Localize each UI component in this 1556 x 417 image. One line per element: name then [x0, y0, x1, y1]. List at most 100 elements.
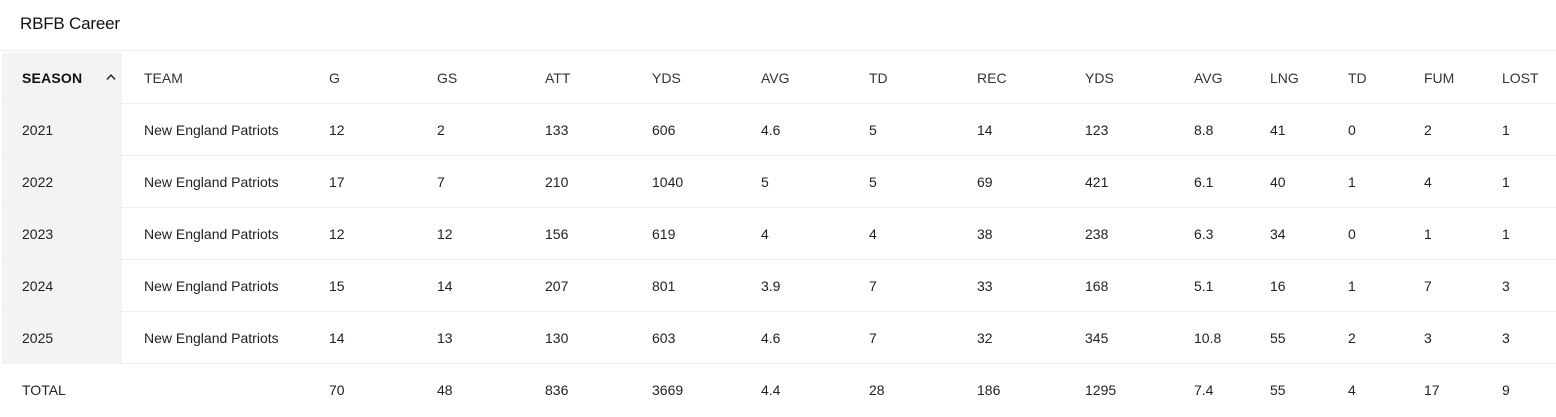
rush-touchdowns-cell: 7: [869, 277, 877, 294]
header-receiving-yards[interactable]: YDS: [1085, 70, 1114, 86]
longest-cell: 16: [1270, 277, 1286, 294]
games-started-cell: 7: [437, 173, 445, 190]
rush-attempts-cell: 210: [545, 173, 569, 190]
rush-average-cell: 4: [761, 225, 769, 242]
team-cell: New England Patriots: [144, 225, 279, 242]
longest-cell: 40: [1270, 173, 1286, 190]
rush-average-cell: 3.9: [761, 277, 781, 294]
fumbles-cell: 4: [1424, 173, 1432, 190]
rush-yards-cell: 1040: [652, 173, 684, 190]
header-season[interactable]: SEASON: [2, 53, 122, 103]
receptions-cell: 38: [977, 225, 993, 242]
receiving-touchdowns-cell: 1: [1348, 277, 1356, 294]
header-receiving-average[interactable]: AVG: [1194, 70, 1223, 86]
season-cell: 2022: [2, 156, 122, 207]
games-cell: 12: [329, 121, 345, 138]
rush-touchdowns-cell: 7: [869, 329, 877, 346]
header-fumbles-lost[interactable]: LOST: [1502, 70, 1539, 86]
receiving-average-cell: 5.1: [1194, 277, 1214, 294]
header-games-started[interactable]: GS: [437, 70, 458, 86]
receiving-touchdowns-cell: 0: [1348, 121, 1356, 138]
team-cell: New England Patriots: [144, 121, 279, 138]
receiving-touchdowns-cell: 1: [1348, 173, 1356, 190]
header-receptions[interactable]: REC: [977, 70, 1007, 86]
games-started-cell: 13: [437, 329, 453, 346]
total-rush-average-cell: 4.4: [761, 381, 781, 398]
season-cell: 2024: [2, 260, 122, 311]
rush-attempts-cell: 130: [545, 329, 569, 346]
receiving-yards-cell: 168: [1085, 277, 1109, 294]
longest-cell: 55: [1270, 329, 1286, 346]
rush-attempts-cell: 156: [545, 225, 569, 242]
receptions-cell: 32: [977, 329, 993, 346]
receptions-cell: 69: [977, 173, 993, 190]
games-cell: 12: [329, 225, 345, 242]
rush-average-cell: 4.6: [761, 121, 781, 138]
fumbles-lost-cell: 1: [1502, 225, 1510, 242]
total-rush-attempts-cell: 836: [545, 381, 569, 398]
header-fumbles[interactable]: FUM: [1424, 70, 1455, 86]
team-cell: New England Patriots: [144, 277, 279, 294]
receiving-average-cell: 6.1: [1194, 173, 1214, 190]
total-longest-cell: 55: [1270, 381, 1286, 398]
header-rush-average[interactable]: AVG: [761, 70, 790, 86]
receptions-cell: 14: [977, 121, 993, 138]
longest-cell: 41: [1270, 121, 1286, 138]
season-cell: 2021: [2, 104, 122, 155]
header-rush-touchdowns[interactable]: TD: [869, 70, 888, 86]
rush-average-cell: 4.6: [761, 329, 781, 346]
games-started-cell: 12: [437, 225, 453, 242]
games-started-cell: 2: [437, 121, 445, 138]
header-rush-yards[interactable]: YDS: [652, 70, 681, 86]
header-rush-attempts[interactable]: ATT: [545, 70, 571, 86]
receiving-yards-cell: 238: [1085, 225, 1109, 242]
fumbles-lost-cell: 1: [1502, 173, 1510, 190]
total-rush-touchdowns-cell: 28: [869, 381, 885, 398]
rush-yards-cell: 603: [652, 329, 676, 346]
column-divider: [122, 53, 124, 415]
header-games[interactable]: G: [329, 70, 340, 86]
header-team[interactable]: TEAM: [144, 70, 183, 86]
fumbles-lost-cell: 3: [1502, 277, 1510, 294]
career-stats-table: SEASON TEAM G GS ATT YDS AVG TD REC YDS …: [2, 53, 1556, 415]
total-rush-yards-cell: 3669: [652, 381, 684, 398]
receiving-yards-cell: 123: [1085, 121, 1109, 138]
rush-yards-cell: 606: [652, 121, 676, 138]
total-receiving-yards-cell: 1295: [1085, 381, 1117, 398]
rush-attempts-cell: 133: [545, 121, 569, 138]
fumbles-cell: 2: [1424, 121, 1432, 138]
games-cell: 14: [329, 329, 345, 346]
rush-attempts-cell: 207: [545, 277, 569, 294]
total-row: TOTAL 70 48 836 3669 4.4 28 186 1295 7.4…: [2, 363, 1556, 415]
team-cell: New England Patriots: [144, 173, 279, 190]
fumbles-cell: 1: [1424, 225, 1432, 242]
receiving-touchdowns-cell: 2: [1348, 329, 1356, 346]
header-longest[interactable]: LNG: [1270, 70, 1299, 86]
table-row: 2025 New England Patriots 14 13 130 603 …: [2, 311, 1556, 363]
receiving-average-cell: 10.8: [1194, 329, 1222, 346]
receptions-cell: 33: [977, 277, 993, 294]
season-cell: 2025: [2, 312, 122, 363]
receiving-yards-cell: 421: [1085, 173, 1109, 190]
total-fumbles-lost-cell: 9: [1502, 381, 1510, 398]
header-receiving-touchdowns[interactable]: TD: [1348, 70, 1367, 86]
fumbles-lost-cell: 1: [1502, 121, 1510, 138]
fumbles-cell: 3: [1424, 329, 1432, 346]
rush-yards-cell: 619: [652, 225, 676, 242]
rush-touchdowns-cell: 5: [869, 121, 877, 138]
rush-touchdowns-cell: 4: [869, 225, 877, 242]
fumbles-lost-cell: 3: [1502, 329, 1510, 346]
games-cell: 17: [329, 173, 345, 190]
title-divider: [0, 50, 1556, 51]
receiving-average-cell: 8.8: [1194, 121, 1214, 138]
total-games-cell: 70: [329, 381, 345, 398]
table-row: 2023 New England Patriots 12 12 156 619 …: [2, 207, 1556, 259]
rush-average-cell: 5: [761, 173, 769, 190]
receiving-touchdowns-cell: 0: [1348, 225, 1356, 242]
header-season-label: SEASON: [22, 70, 83, 86]
season-cell: 2023: [2, 208, 122, 259]
total-receiving-average-cell: 7.4: [1194, 381, 1214, 398]
longest-cell: 34: [1270, 225, 1286, 242]
games-cell: 15: [329, 277, 345, 294]
chevron-up-icon[interactable]: [106, 73, 116, 81]
